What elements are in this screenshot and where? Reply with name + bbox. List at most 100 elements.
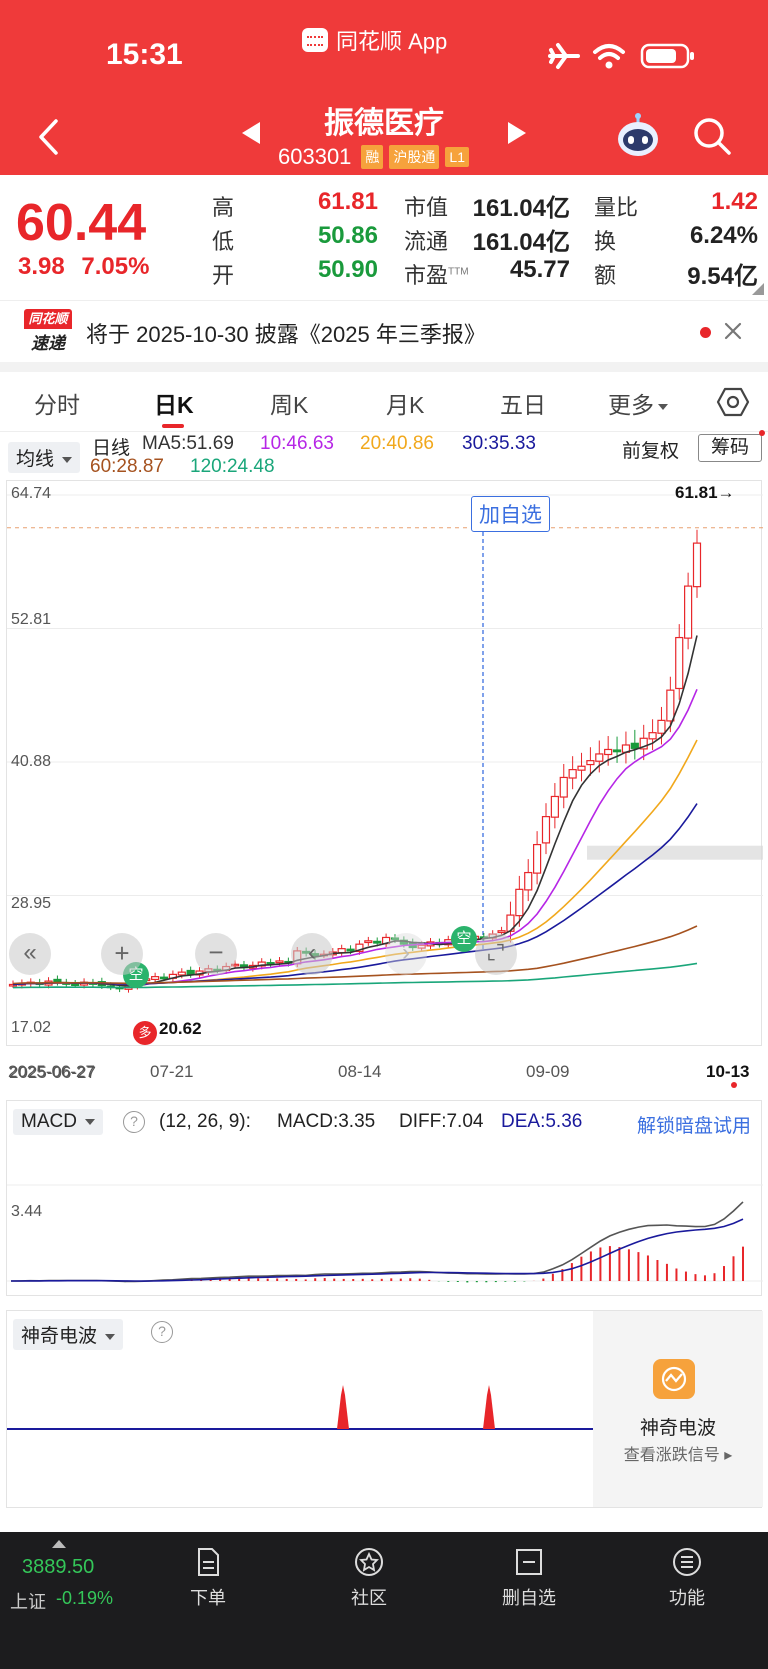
news-text[interactable]: 将于 2025-10-30 披露《2025 年三季报》 xyxy=(86,322,486,347)
add-watchlist-button[interactable]: 加自选 xyxy=(471,496,550,532)
tab-more-label: 更多 xyxy=(608,392,654,418)
app-name-banner: 同花顺 App xyxy=(302,24,447,56)
macd-chart xyxy=(7,1184,763,1283)
high-label: 高 xyxy=(212,195,235,220)
search-icon[interactable] xyxy=(692,116,732,156)
tab-monthly-k[interactable]: 月K xyxy=(386,392,425,418)
stock-code: 603301 xyxy=(278,144,352,169)
next-stock-button[interactable] xyxy=(508,122,526,144)
kline-period-label: 日线 xyxy=(92,438,131,459)
turnover-label: 换 xyxy=(594,229,617,254)
unlock-trial-link[interactable]: 解锁暗盘试用 xyxy=(637,1116,752,1137)
low-label: 低 xyxy=(212,229,235,254)
robot-assistant-icon[interactable] xyxy=(614,112,662,160)
candle-body xyxy=(337,948,346,954)
functions-icon xyxy=(673,1548,701,1576)
ma60-value: 60:28.87 xyxy=(90,456,164,477)
news-unread-dot xyxy=(700,327,711,338)
wifi-icon xyxy=(593,44,625,69)
close-icon[interactable] xyxy=(724,322,742,340)
ma20-value: 20:40.86 xyxy=(360,433,434,454)
candle-body xyxy=(346,948,355,952)
scroll-left-button[interactable]: ‹ xyxy=(291,933,333,975)
long-signal-marker[interactable]: 多 xyxy=(133,1021,157,1045)
diff-value: DIFF:7.04 xyxy=(399,1111,484,1132)
functions-button[interactable]: 功能 xyxy=(642,1546,732,1610)
tab-daily-k[interactable]: 日K xyxy=(154,392,194,418)
status-time: 15:31 xyxy=(106,38,183,71)
back-arrow-icon[interactable] xyxy=(36,118,62,156)
short-signal-marker-2[interactable]: 空 xyxy=(451,926,477,952)
candle-body xyxy=(364,940,373,944)
low-value: 50.86 xyxy=(317,222,378,249)
y-label-top: 64.74 xyxy=(11,485,52,502)
wave-promo-title: 神奇电波 xyxy=(639,1418,716,1439)
candle-body xyxy=(692,542,702,588)
price-change: 3.98 xyxy=(18,253,65,280)
tab-more[interactable]: 更多 xyxy=(608,386,668,420)
macd-panel[interactable]: MACD ? (12, 26, 9): MACD:3.35 DIFF:7.04 … xyxy=(6,1100,763,1296)
index-value[interactable]: 3889.50 xyxy=(22,1556,95,1578)
candle-body xyxy=(595,753,604,762)
zoom-out-button[interactable]: − xyxy=(195,933,237,975)
prev-stock-button[interactable] xyxy=(242,122,260,144)
quote-panel: 60.44 3.98 7.05% 高 61.81 低 50.86 开 50.90… xyxy=(0,175,768,297)
index-name: 上证 xyxy=(10,1592,46,1612)
ma120-line xyxy=(12,962,698,989)
tag-margin: 融 xyxy=(361,145,384,169)
adjust-mode-button[interactable]: 前复权 xyxy=(622,441,680,462)
candle-body xyxy=(71,983,80,987)
candle-body xyxy=(159,976,169,980)
kline-chart-panel[interactable]: 64.74 52.81 40.88 28.95 17.02 61.81→ 加自选… xyxy=(6,480,763,1082)
bottom-toolbar: 3889.50 上证 -0.19% 下单 社区 删自选 功能 xyxy=(0,1532,768,1669)
app-header: 15:31 同花顺 App 振德医疗 603301 融 沪股通 xyxy=(0,0,768,175)
wave-spike-1 xyxy=(337,1385,349,1429)
wave-dropdown[interactable]: 神奇电波 xyxy=(13,1319,124,1350)
ma-dropdown[interactable]: 均线 xyxy=(8,442,81,473)
stock-code-row: 603301 融 沪股通 L1 xyxy=(278,144,469,170)
pe-ttm: TTM xyxy=(448,266,469,278)
scroll-start-button[interactable]: « xyxy=(9,933,51,975)
community-button[interactable]: 社区 xyxy=(324,1546,414,1610)
news-logo-bottom: 速递 xyxy=(31,334,65,353)
index-expand-icon[interactable] xyxy=(52,1540,66,1548)
high-price-marker: 61.81→ xyxy=(675,483,735,502)
tab-active-indicator xyxy=(162,424,184,428)
wave-promo-subtitle[interactable]: 查看涨跌信号 ▸ xyxy=(623,1447,733,1464)
today-dot xyxy=(731,1082,737,1088)
turnover-value: 6.24% xyxy=(689,222,758,249)
remove-watchlist-label: 删自选 xyxy=(502,1588,556,1608)
wave-help-icon[interactable]: ? xyxy=(151,1321,173,1343)
candle-body xyxy=(390,937,400,941)
battery-icon xyxy=(640,43,694,69)
chevron-down-icon xyxy=(658,403,668,410)
chip-button[interactable]: 筹码 xyxy=(698,434,762,462)
tab-intraday[interactable]: 分时 xyxy=(34,392,80,418)
candle-body xyxy=(541,816,551,844)
amount-value: 9.54亿 xyxy=(687,263,758,290)
candle-body xyxy=(177,971,186,976)
remove-watchlist-button[interactable]: 删自选 xyxy=(484,1546,574,1610)
news-banner[interactable]: 同花顺 速递 将于 2025-10-30 披露《2025 年三季报》 xyxy=(0,300,768,362)
macd-dropdown[interactable]: MACD xyxy=(13,1109,103,1135)
open-value: 50.90 xyxy=(317,256,378,283)
tab-five-day[interactable]: 五日 xyxy=(500,392,546,418)
scroll-right-button[interactable]: › xyxy=(385,933,427,975)
chip-dot xyxy=(759,430,765,436)
candle-body xyxy=(151,976,160,981)
x-label-3: 08-14 xyxy=(338,1062,382,1081)
settings-hexagon-icon[interactable] xyxy=(716,386,750,418)
zoom-in-button[interactable]: + xyxy=(101,933,143,975)
wave-spike-2 xyxy=(483,1385,495,1429)
expand-corner-icon[interactable] xyxy=(752,283,764,295)
tab-weekly-k[interactable]: 周K xyxy=(270,392,309,418)
help-icon[interactable]: ? xyxy=(123,1111,145,1133)
ma5-value: MA5:51.69 xyxy=(142,433,234,454)
order-button[interactable]: 下单 xyxy=(163,1546,253,1610)
candle-body xyxy=(612,749,622,753)
wave-panel[interactable]: 神奇电波 ? 神奇电波 查看涨跌信号 ▸ xyxy=(6,1310,763,1508)
pe-label-text: 市盈 xyxy=(404,263,449,288)
wave-promo[interactable]: 神奇电波 查看涨跌信号 ▸ xyxy=(593,1311,763,1507)
fullscreen-button[interactable]: ⌞⌝ xyxy=(475,933,517,975)
y-label-bottom: 17.02 xyxy=(11,1019,52,1036)
